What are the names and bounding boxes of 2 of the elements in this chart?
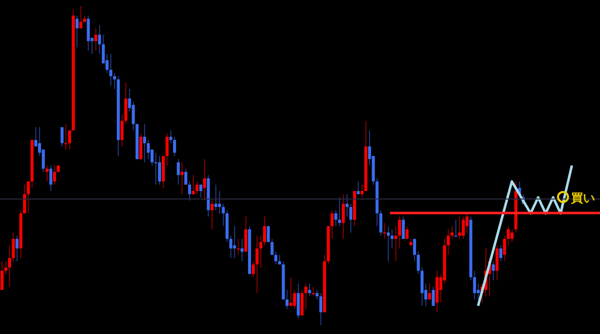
candlestick (266, 226, 270, 243)
annotation: 買い (570, 191, 595, 205)
